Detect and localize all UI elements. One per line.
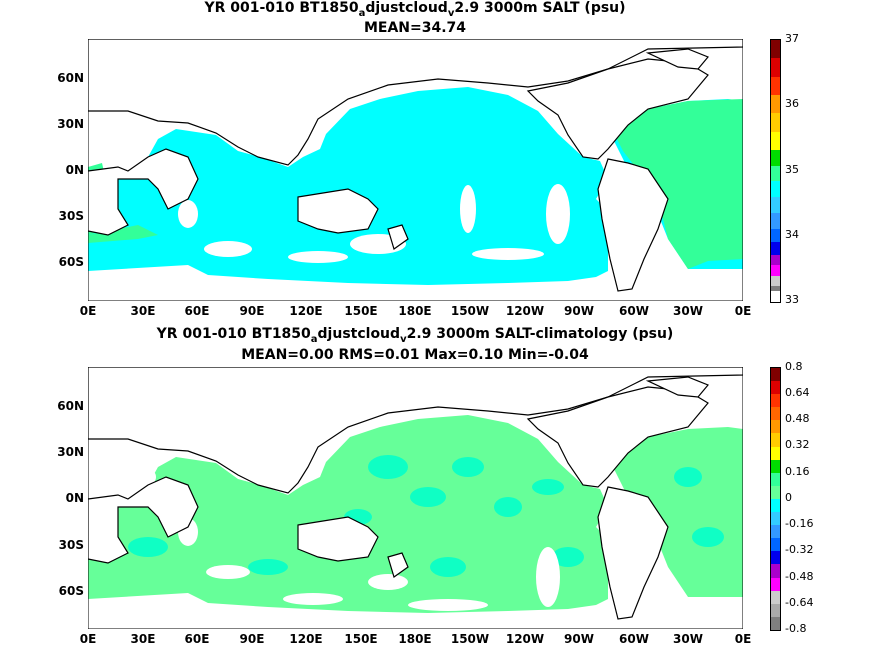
p2-lat-0n: 0N: [65, 491, 84, 505]
cb2-label-4: 0.16: [785, 465, 810, 478]
p2-lon-5: 150E: [344, 632, 378, 646]
panel-2-map: [88, 367, 743, 629]
p1-lon-9: 90W: [564, 304, 594, 318]
p1-lat-60n: 60N: [57, 71, 84, 85]
p2-lon-3: 90E: [239, 632, 265, 646]
cb2-label-3: 0.32: [785, 438, 810, 451]
p1-lon-1: 30E: [130, 304, 156, 318]
cb1-label-2: 35: [785, 163, 799, 176]
p2-lon-12: 0E: [734, 632, 752, 646]
panel-1-land: [88, 39, 743, 292]
p2-lon-1: 30E: [130, 632, 156, 646]
panel-1-colorbar: [770, 39, 781, 303]
p1-lon-2: 60E: [184, 304, 210, 318]
cb2-label-1: 0.64: [785, 386, 810, 399]
panel-2-near-zero-patches: [128, 455, 724, 577]
p2-lat-30n: 30N: [57, 445, 84, 459]
cb1-label-4: 33: [785, 293, 799, 306]
panel-1-stats: MEAN=34.74: [363, 20, 467, 36]
cb2-label-2: 0.48: [785, 412, 810, 425]
cb1-label-0: 37: [785, 32, 799, 45]
p1-lon-10: 60W: [619, 304, 649, 318]
p2-lon-11: 30W: [673, 632, 703, 646]
p1-lat-60s: 60S: [58, 255, 84, 269]
p2-lon-2: 60E: [184, 632, 210, 646]
p2-lon-4: 120E: [289, 632, 323, 646]
p1-lon-12: 0E: [734, 304, 752, 318]
p2-lon-0: 0E: [79, 632, 97, 646]
cb2-label-6: -0.16: [785, 517, 814, 530]
cb2-label-8: -0.48: [785, 570, 814, 583]
panel-2-land: [88, 367, 743, 620]
panel-2-title: YR 001-010 BT1850adjustcloudv2.9 3000m S…: [156, 326, 674, 345]
p2-lat-60s: 60S: [58, 584, 84, 598]
panel-2-stats: MEAN=0.00 RMS=0.01 Max=0.10 Min=-0.04: [241, 347, 589, 363]
cb2-label-10: -0.8: [785, 622, 807, 635]
p1-lon-5: 150E: [344, 304, 378, 318]
p1-lat-30s: 30S: [58, 209, 84, 223]
cb2-label-7: -0.32: [785, 543, 814, 556]
p1-lat-0n: 0N: [65, 163, 84, 177]
p1-lon-4: 120E: [289, 304, 323, 318]
panel-1-map: [88, 39, 743, 301]
p1-lon-11: 30W: [673, 304, 703, 318]
p2-lon-9: 90W: [564, 632, 594, 646]
panel-2-colorbar: [770, 367, 781, 631]
cb2-label-9: -0.64: [785, 596, 814, 609]
p2-lon-7: 150W: [450, 632, 490, 646]
p1-lon-3: 90E: [239, 304, 265, 318]
p2-lon-6: 180E: [398, 632, 432, 646]
p2-lon-8: 120W: [505, 632, 545, 646]
panel-1-title: YR 001-010 BT1850adjustcloudv2.9 3000m S…: [204, 0, 626, 19]
cb2-label-5: 0: [785, 491, 792, 504]
p1-lat-30n: 30N: [57, 117, 84, 131]
p1-lon-6: 180E: [398, 304, 432, 318]
p2-lon-10: 60W: [619, 632, 649, 646]
cb1-label-3: 34: [785, 228, 799, 241]
p1-lon-8: 120W: [505, 304, 545, 318]
p2-lat-60n: 60N: [57, 399, 84, 413]
p2-lat-30s: 30S: [58, 538, 84, 552]
p1-lon-7: 150W: [450, 304, 490, 318]
p1-lon-0: 0E: [79, 304, 97, 318]
cb2-label-0: 0.8: [785, 360, 803, 373]
cb1-label-1: 36: [785, 97, 799, 110]
